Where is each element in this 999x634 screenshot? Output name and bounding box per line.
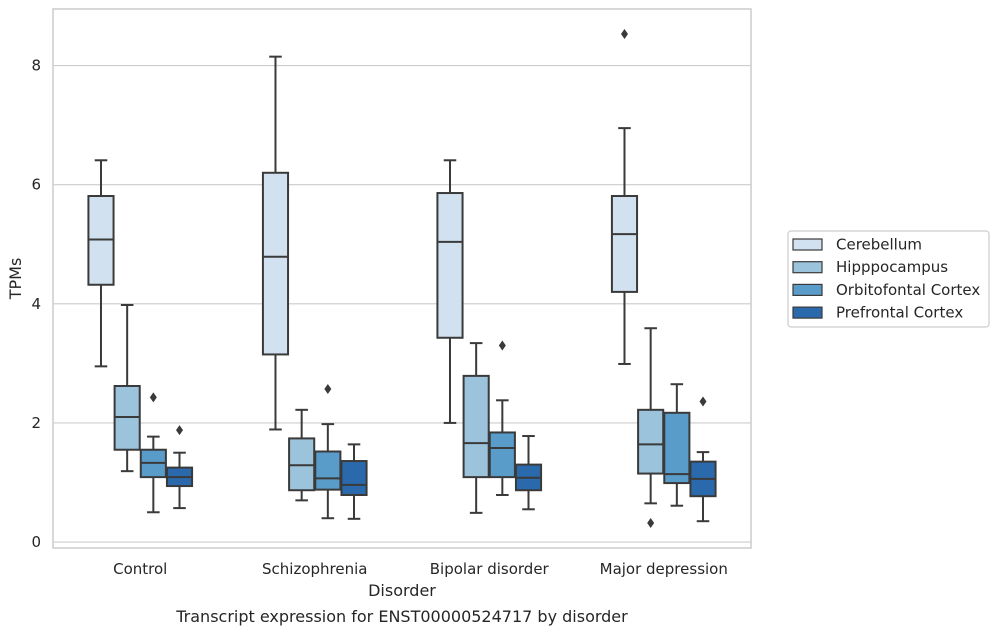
box-body: [462, 374, 490, 479]
grid-lines: [53, 64, 751, 543]
legend-label: Cerebellum: [836, 236, 922, 254]
box-body: [663, 411, 691, 485]
y-tick-label: 2: [31, 414, 41, 432]
box: [139, 392, 167, 514]
box: [462, 342, 490, 514]
outlier-point: [620, 29, 628, 40]
series-orbitofontal-cortex: [139, 340, 691, 520]
x-tick-label: Control: [113, 560, 167, 578]
series-cerebellum: [87, 29, 639, 431]
box-body: [488, 431, 516, 479]
box: [488, 340, 516, 496]
box: [165, 425, 194, 510]
box: [261, 55, 290, 431]
box: [87, 159, 115, 368]
box-body: [314, 450, 342, 491]
legend-swatch: [792, 306, 823, 319]
y-tick-label: 8: [31, 57, 41, 75]
x-axis-label: Disorder: [368, 581, 436, 600]
outlier-point: [699, 396, 707, 407]
box: [340, 443, 368, 520]
box: [689, 396, 717, 523]
outlier-point: [647, 517, 655, 528]
box: [314, 383, 342, 520]
legend: Cerebellum Hipppocampus Orbitofontal Corte…: [787, 230, 990, 328]
series-prefrontal-cortex: [165, 396, 717, 523]
x-tick-label: Schizophrenia: [262, 560, 367, 578]
series-hipppocampus: [113, 304, 665, 528]
y-tick-label: 0: [31, 533, 41, 551]
legend-label: Hipppocampus: [836, 258, 948, 276]
box: [637, 327, 665, 528]
box: [610, 29, 639, 365]
box: [514, 435, 543, 511]
box-body: [340, 460, 368, 496]
outlier-point: [176, 425, 184, 436]
plot-frame: [52, 8, 752, 549]
legend-swatch: [792, 238, 823, 251]
x-tick-label: Major depression: [600, 560, 728, 578]
legend-frame: [787, 230, 990, 328]
box: [113, 304, 141, 473]
legend-label: Orbitofontal Cortex: [836, 281, 980, 299]
box-body: [261, 171, 290, 356]
box-body: [436, 192, 464, 339]
box: [288, 408, 316, 502]
legend-swatch: [792, 261, 823, 274]
y-tick-label: 4: [31, 295, 41, 313]
x-tick-label: Bipolar disorder: [430, 560, 550, 578]
outlier-point: [324, 383, 332, 394]
y-tick-labels: 0 2 4 6 8: [31, 57, 41, 551]
box: [663, 383, 691, 507]
box-series-layer: [87, 29, 717, 528]
outlier-point: [149, 392, 157, 403]
box-body: [637, 408, 665, 475]
chart-caption: Transcript expression for ENST0000052471…: [175, 607, 628, 626]
legend-label: Prefrontal Cortex: [836, 304, 963, 322]
y-tick-label: 6: [31, 176, 41, 194]
legend-swatch: [792, 283, 823, 296]
outlier-point: [498, 340, 506, 351]
x-tick-labels: Control Schizophrenia Bipolar disorder Majo…: [113, 560, 728, 578]
box-body: [610, 195, 639, 293]
y-axis-label: TPMs: [6, 258, 25, 301]
box: [436, 159, 464, 424]
